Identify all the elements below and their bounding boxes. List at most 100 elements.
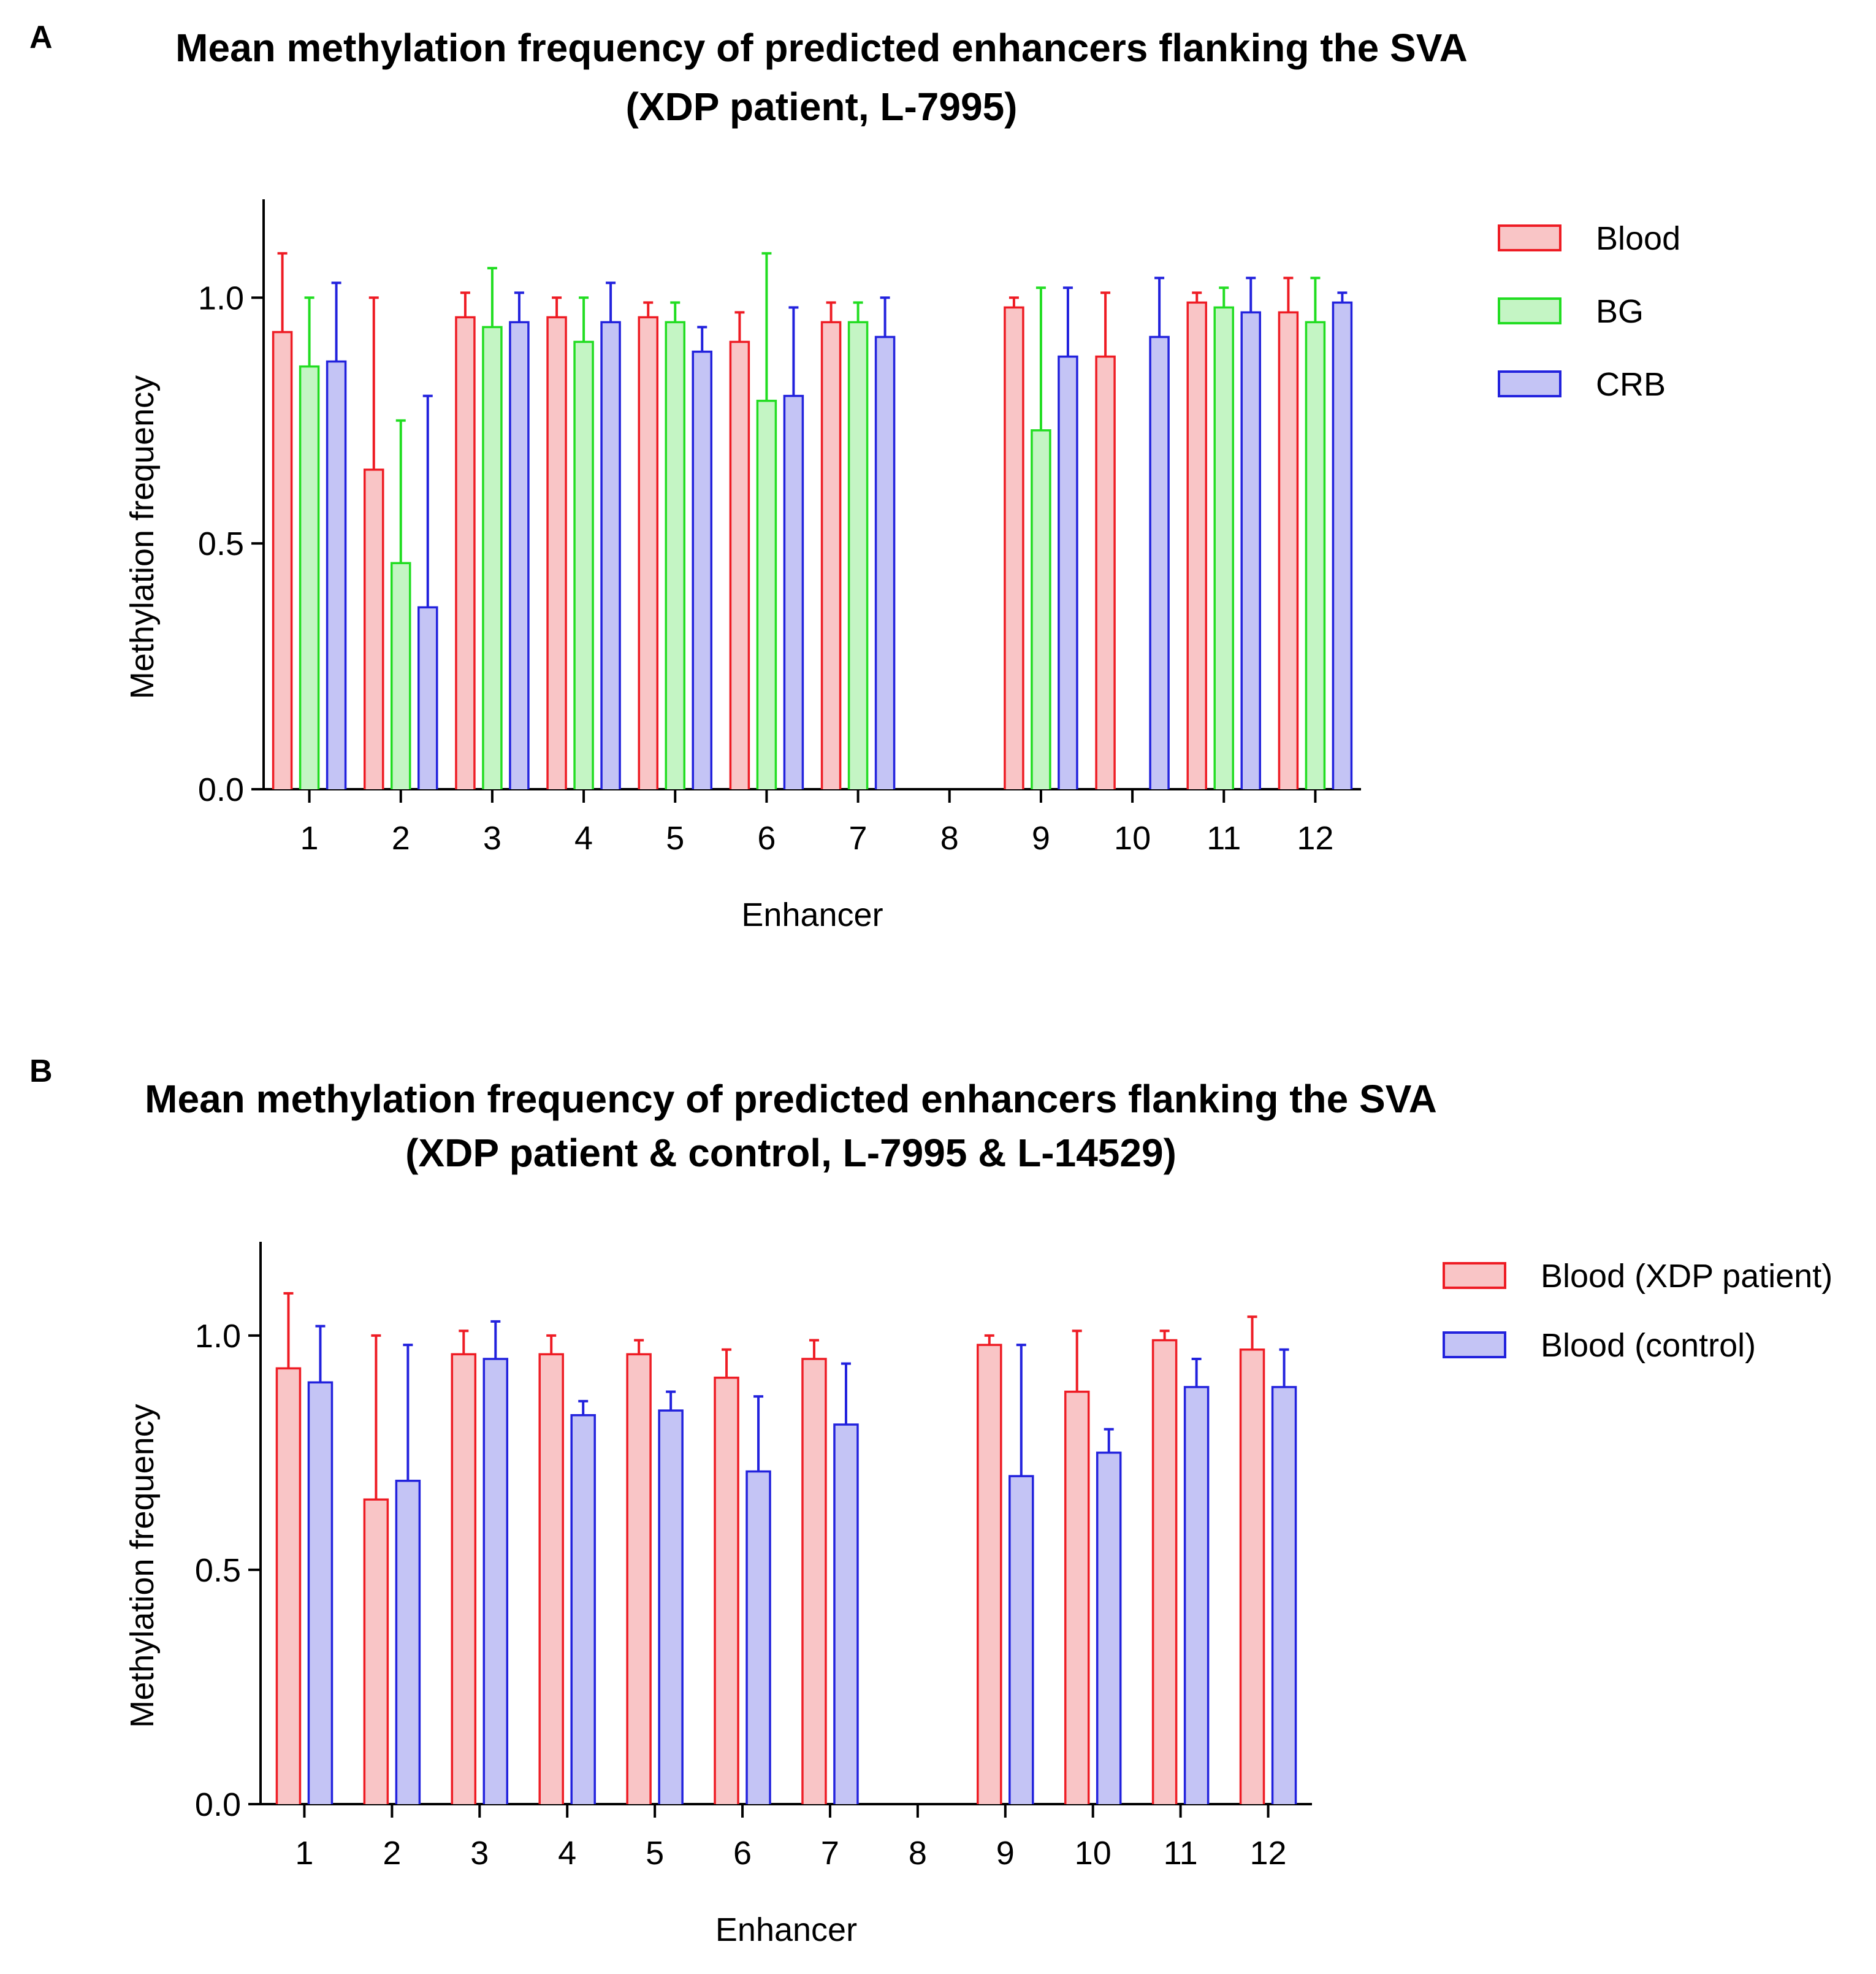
a-bar-bg — [1031, 430, 1050, 789]
a-bar-crb — [418, 607, 437, 789]
a-bar-bg — [482, 327, 501, 789]
b-x-tick-label: 8 — [909, 1835, 927, 1872]
b-y-tick-label: 1.0 — [195, 1318, 241, 1355]
a-bar-outline — [1305, 321, 1326, 789]
a-bar-outline — [820, 321, 842, 789]
b-x-tick-label: 12 — [1250, 1835, 1287, 1872]
b-bar-outline — [1239, 1349, 1265, 1804]
b-bar-blood-xdp-patient- — [627, 1354, 651, 1804]
a-bar-outline — [509, 321, 530, 789]
a-bar-crb — [1333, 302, 1352, 790]
a-bar-bg — [300, 366, 319, 789]
b-bar-outline — [714, 1376, 739, 1804]
b-bar-blood-control- — [308, 1382, 332, 1804]
panel-a-plot: 0.00.51.01 2 3 4 5 6 7 8 9 10 11 12EnhancerMethylat… — [124, 199, 1361, 933]
a-bar-outline — [874, 335, 896, 789]
a-bar-blood — [1279, 312, 1298, 790]
a-x-tick-label: 10 — [1114, 820, 1151, 857]
b-legend-swatch — [1443, 1331, 1506, 1358]
a-bar-outline — [1004, 306, 1024, 789]
a-bar-crb — [327, 361, 346, 789]
a-x-tick-label: 5 — [666, 820, 684, 857]
b-bar-blood-control- — [659, 1410, 683, 1804]
a-bar-blood — [1188, 302, 1207, 790]
b-bar-blood-xdp-patient- — [1153, 1340, 1176, 1804]
a-x-axis-label: Enhancer — [741, 897, 883, 933]
b-legend-swatch — [1443, 1262, 1506, 1289]
b-bar-outline — [1096, 1452, 1122, 1804]
b-y-tick-label: 0.5 — [195, 1552, 241, 1589]
b-bar-blood-control- — [1272, 1387, 1296, 1804]
a-x-tick-label: 3 — [483, 820, 501, 857]
a-bar-outline — [1213, 306, 1234, 789]
a-legend-label: Blood — [1596, 220, 1680, 257]
panel-a: A Mean methylation frequency of predicte… — [29, 20, 1680, 933]
panel-b: B Mean methylation frequency of predicte… — [29, 1054, 1832, 1948]
b-x-tick-label: 4 — [558, 1835, 576, 1872]
b-bar-outline — [977, 1344, 1002, 1804]
panel-a-title-line2: (XDP patient, L-7995) — [626, 85, 1018, 129]
b-bar-blood-xdp-patient- — [364, 1499, 388, 1804]
a-bar-crb — [875, 337, 894, 789]
b-x-axis-label: Enhancer — [715, 1911, 857, 1948]
a-bar-bg — [848, 322, 867, 789]
a-y-tick-label: 0.5 — [198, 526, 244, 562]
a-bar-bg — [1306, 322, 1325, 789]
panel-a-title-line1: Mean methylation frequency of predicted … — [175, 26, 1468, 70]
a-bar-bg — [757, 400, 776, 789]
b-bar-blood-control- — [484, 1359, 508, 1804]
b-bar-blood-xdp-patient- — [276, 1368, 300, 1804]
b-bar-blood-control- — [747, 1471, 771, 1804]
b-x-tick-label: 7 — [821, 1835, 839, 1872]
a-bar-outline — [665, 321, 685, 789]
b-legend-label: Blood (control) — [1541, 1327, 1756, 1364]
b-bar-blood-xdp-patient- — [540, 1354, 563, 1804]
b-bar-blood-xdp-patient- — [977, 1345, 1001, 1804]
a-bar-blood — [639, 317, 658, 789]
a-bar-bg — [574, 342, 593, 789]
a-bar-outline — [692, 350, 712, 789]
b-bar-blood-xdp-patient- — [1065, 1391, 1089, 1804]
b-bar-blood-xdp-patient- — [1240, 1349, 1264, 1804]
a-y-tick-label: 1.0 — [198, 280, 244, 316]
b-x-tick-label: 1 — [295, 1835, 313, 1872]
panel-b-letter: B — [29, 1054, 53, 1089]
b-bar-blood-xdp-patient- — [715, 1377, 739, 1804]
a-bar-outline — [783, 394, 804, 789]
a-bar-blood — [822, 322, 841, 789]
b-bar-blood-control- — [571, 1415, 595, 1804]
b-bar-blood-control- — [1009, 1476, 1033, 1804]
a-bar-crb — [1058, 356, 1077, 789]
b-bar-outline — [1151, 1339, 1178, 1804]
b-bar-outline — [395, 1479, 421, 1804]
b-x-tick-label: 10 — [1075, 1835, 1111, 1872]
a-bar-bg — [1214, 307, 1234, 789]
a-legend-swatch — [1498, 297, 1561, 324]
panel-a-letter: A — [29, 20, 53, 55]
b-bar-blood-control- — [1097, 1452, 1121, 1804]
a-legend-label: CRB — [1596, 366, 1666, 403]
b-bar-blood-xdp-patient- — [452, 1354, 476, 1804]
a-x-tick-label: 12 — [1297, 820, 1333, 857]
b-bar-blood-control- — [1184, 1387, 1208, 1804]
a-x-tick-label: 2 — [392, 820, 410, 857]
a-legend-swatch — [1498, 370, 1561, 397]
a-x-tick-label: 9 — [1032, 820, 1050, 857]
panel-a-legend: Blood BG CRB — [1498, 220, 1680, 403]
b-x-tick-label: 11 — [1164, 1835, 1198, 1872]
panel-b-plot: 0.00.51.01 2 3 4 5 6 7 8 9 10 11 12EnhancerMethylat… — [124, 1242, 1312, 1948]
a-bar-bg — [391, 563, 410, 789]
a-bar-bg — [666, 322, 685, 789]
a-bar-blood — [273, 332, 292, 789]
b-x-tick-label: 6 — [733, 1835, 752, 1872]
a-bar-blood — [730, 342, 749, 789]
a-bar-outline — [600, 321, 621, 789]
a-bar-blood — [547, 317, 566, 789]
b-bar-blood-control- — [834, 1425, 858, 1804]
b-bar-blood-xdp-patient- — [802, 1359, 826, 1804]
a-bar-outline — [1149, 335, 1170, 789]
a-bar-blood — [1096, 356, 1115, 789]
a-x-tick-label: 1 — [300, 820, 319, 857]
panel-b-title-line2: (XDP patient & control, L-7995 & L-14529… — [405, 1131, 1176, 1175]
